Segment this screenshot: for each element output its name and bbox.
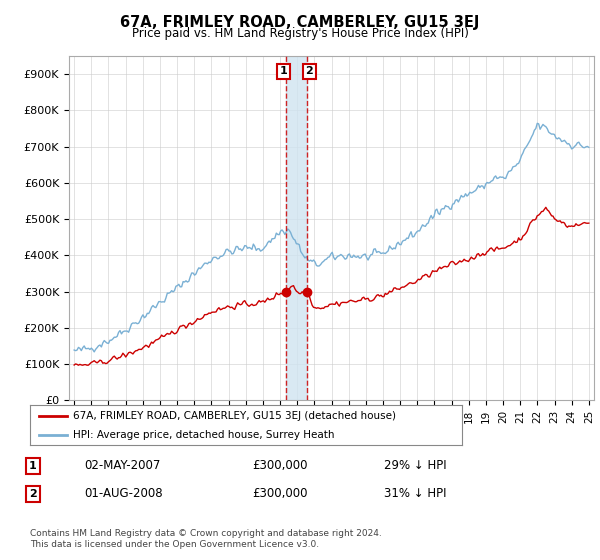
Text: 2: 2 xyxy=(305,66,313,76)
Text: 02-MAY-2007: 02-MAY-2007 xyxy=(84,459,160,473)
Text: 2: 2 xyxy=(29,489,37,499)
Text: Price paid vs. HM Land Registry's House Price Index (HPI): Price paid vs. HM Land Registry's House … xyxy=(131,27,469,40)
Text: 1: 1 xyxy=(29,461,37,471)
Text: 67A, FRIMLEY ROAD, CAMBERLEY, GU15 3EJ (detached house): 67A, FRIMLEY ROAD, CAMBERLEY, GU15 3EJ (… xyxy=(73,411,396,421)
Text: 01-AUG-2008: 01-AUG-2008 xyxy=(84,487,163,501)
Text: 31% ↓ HPI: 31% ↓ HPI xyxy=(384,487,446,501)
Text: 67A, FRIMLEY ROAD, CAMBERLEY, GU15 3EJ: 67A, FRIMLEY ROAD, CAMBERLEY, GU15 3EJ xyxy=(121,15,479,30)
Text: Contains HM Land Registry data © Crown copyright and database right 2024.
This d: Contains HM Land Registry data © Crown c… xyxy=(30,529,382,549)
Text: £300,000: £300,000 xyxy=(252,487,308,501)
Text: HPI: Average price, detached house, Surrey Heath: HPI: Average price, detached house, Surr… xyxy=(73,430,335,440)
Bar xyxy=(286,56,307,400)
Text: 1: 1 xyxy=(280,66,287,76)
Text: £300,000: £300,000 xyxy=(252,459,308,473)
Text: 29% ↓ HPI: 29% ↓ HPI xyxy=(384,459,446,473)
